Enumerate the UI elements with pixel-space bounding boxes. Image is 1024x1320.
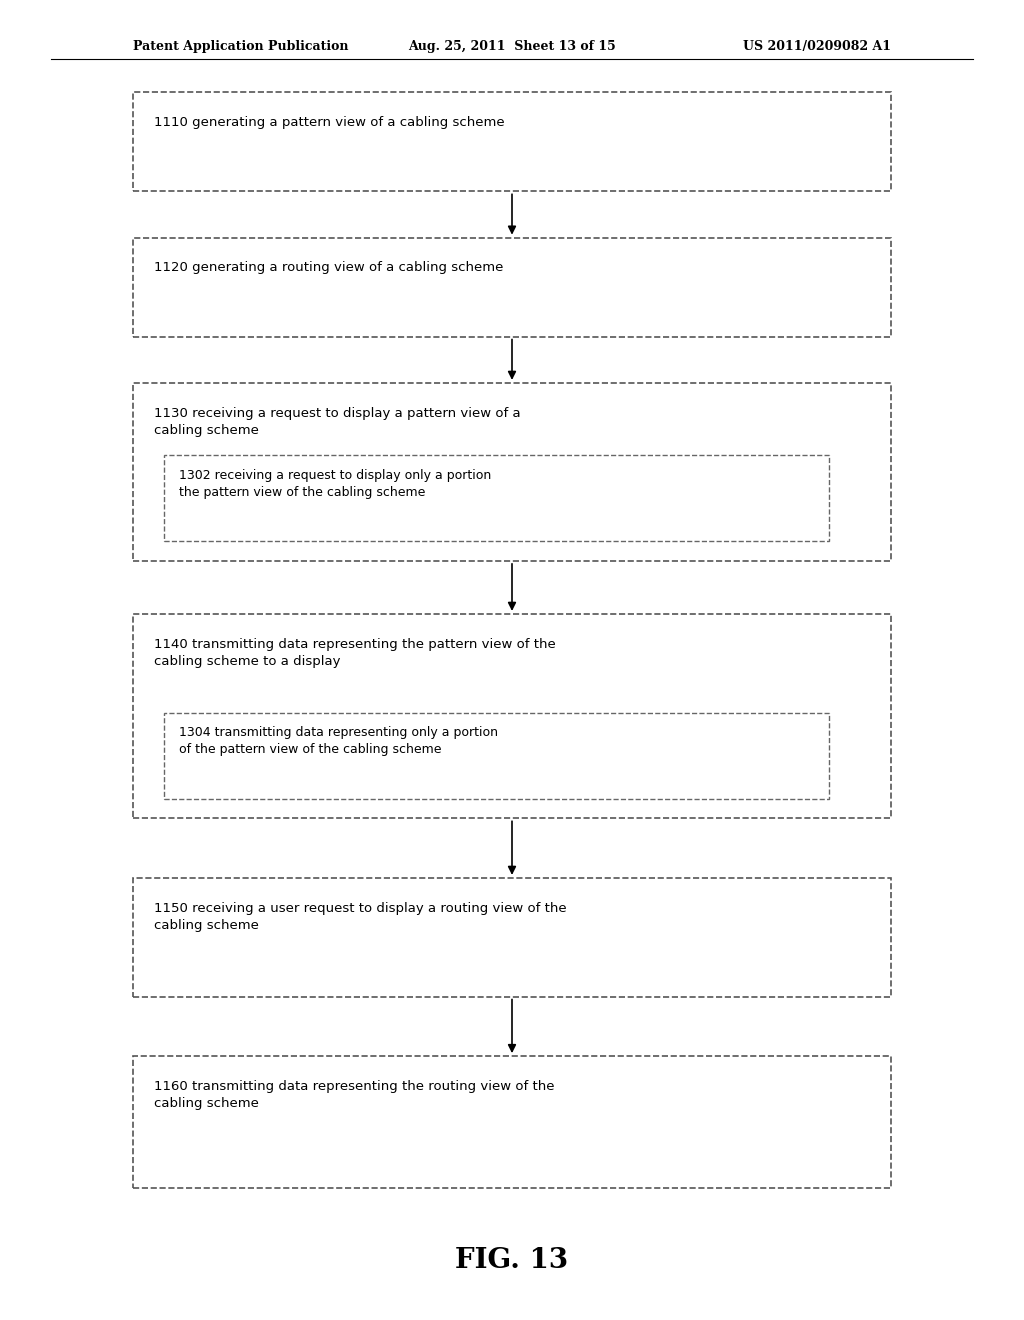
FancyBboxPatch shape — [133, 92, 891, 191]
FancyBboxPatch shape — [133, 878, 891, 997]
Text: 1140 transmitting data representing the pattern view of the
cabling scheme to a : 1140 transmitting data representing the … — [154, 638, 555, 668]
FancyBboxPatch shape — [133, 238, 891, 337]
FancyBboxPatch shape — [164, 713, 829, 799]
Text: 1120 generating a routing view of a cabling scheme: 1120 generating a routing view of a cabl… — [154, 261, 503, 275]
Text: FIG. 13: FIG. 13 — [456, 1247, 568, 1274]
Text: 1150 receiving a user request to display a routing view of the
cabling scheme: 1150 receiving a user request to display… — [154, 902, 566, 932]
Text: US 2011/0209082 A1: US 2011/0209082 A1 — [742, 40, 891, 53]
Text: 1304 transmitting data representing only a portion
of the pattern view of the ca: 1304 transmitting data representing only… — [179, 726, 499, 756]
Text: Aug. 25, 2011  Sheet 13 of 15: Aug. 25, 2011 Sheet 13 of 15 — [409, 40, 615, 53]
Text: 1110 generating a pattern view of a cabling scheme: 1110 generating a pattern view of a cabl… — [154, 116, 504, 129]
Text: Patent Application Publication: Patent Application Publication — [133, 40, 348, 53]
FancyBboxPatch shape — [133, 1056, 891, 1188]
FancyBboxPatch shape — [133, 614, 891, 818]
Text: 1160 transmitting data representing the routing view of the
cabling scheme: 1160 transmitting data representing the … — [154, 1080, 554, 1110]
FancyBboxPatch shape — [164, 455, 829, 541]
FancyBboxPatch shape — [133, 383, 891, 561]
Text: 1130 receiving a request to display a pattern view of a
cabling scheme: 1130 receiving a request to display a pa… — [154, 407, 520, 437]
Text: 1302 receiving a request to display only a portion
the pattern view of the cabli: 1302 receiving a request to display only… — [179, 469, 492, 499]
